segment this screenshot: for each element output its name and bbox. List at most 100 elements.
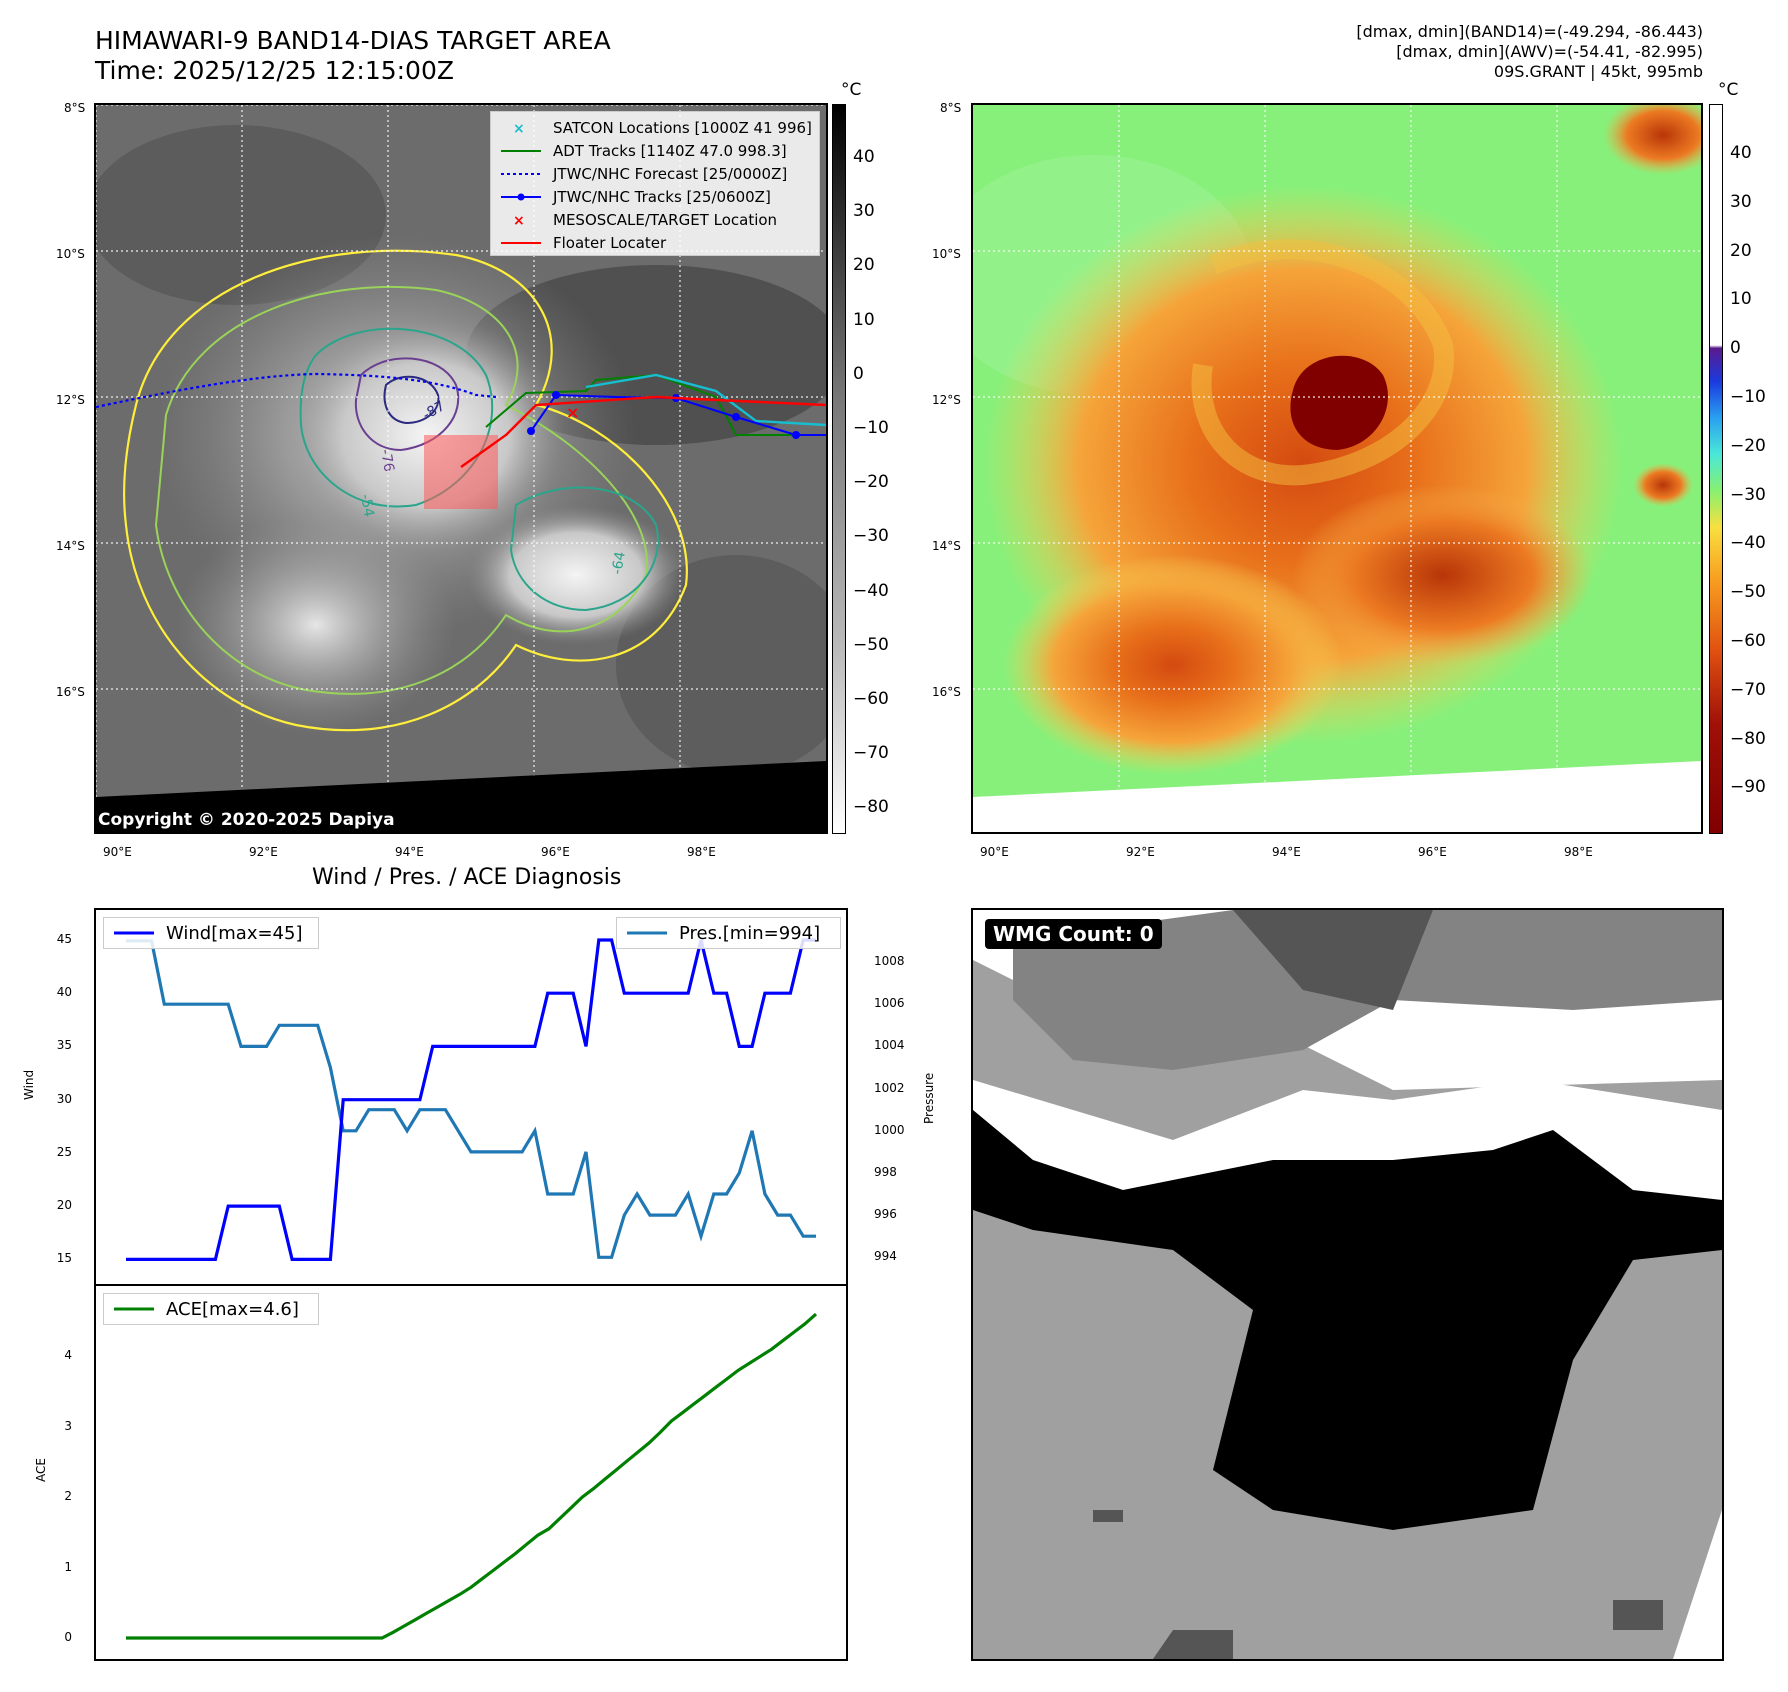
right-colorbar-unit: °C	[1718, 80, 1739, 100]
awv-satellite-map	[971, 103, 1703, 834]
wind-axis-label: Wind	[22, 1069, 36, 1100]
colorbar-tick: 10	[1730, 289, 1752, 310]
copyright-text: Copyright © 2020-2025 Dapiya	[98, 810, 395, 830]
colorbar-tick: 20	[1730, 240, 1752, 261]
axis-tick-label: 45	[56, 931, 72, 946]
wmg-graphic	[973, 910, 1722, 1659]
wmg-panel	[971, 908, 1724, 1661]
axis-tick-label: 4	[64, 1348, 72, 1363]
lon-label: 90°E	[103, 845, 132, 859]
axis-tick-label: 1	[64, 1559, 72, 1574]
ace-legend: ACE[max=4.6]	[103, 1293, 319, 1325]
colorbar-tick: −60	[1730, 631, 1766, 651]
legend-floater: Floater Locater	[501, 233, 667, 252]
axis-tick-label: 20	[56, 1198, 72, 1213]
colorbar-tick: 30	[853, 201, 875, 222]
lat-label: 14°S	[932, 539, 961, 553]
legend-satcon: × SATCON Locations [1000Z 41 996]	[513, 118, 812, 137]
colorbar-tick: 0	[1730, 338, 1741, 359]
colorbar-tick: −30	[853, 526, 889, 547]
svg-text:×: ×	[513, 213, 525, 227]
awv-no-data-strip	[973, 761, 1701, 832]
target-location-marker: ×	[566, 403, 579, 422]
colorbar-tick: 30	[1730, 191, 1752, 212]
axis-tick-label: 1004	[874, 1038, 905, 1053]
colorbar-tick: −40	[1730, 533, 1766, 554]
legend-adt: ADT Tracks [1140Z 47.0 998.3]	[501, 141, 787, 160]
lat-label: 8°S	[940, 101, 962, 115]
axis-tick-label: 40	[56, 985, 72, 1000]
lon-label: 96°E	[541, 845, 570, 859]
colorbar-tick: −10	[853, 418, 889, 438]
colorbar-tick: −50	[1730, 582, 1766, 603]
pressure-axis-label: Pressure	[922, 1072, 936, 1124]
ir-satellite-map: -54 -64 -76 -87	[94, 103, 828, 834]
awv-map-graphic	[973, 105, 1701, 832]
axis-tick-label: 996	[874, 1207, 897, 1222]
lat-label: 16°S	[56, 685, 85, 699]
satcon-track	[585, 373, 826, 427]
contour-label-64: -64	[609, 550, 629, 575]
axis-tick-label: 2	[64, 1489, 72, 1504]
map-timestamp: Time: 2025/12/25 12:15:00Z	[95, 56, 454, 85]
target-area-box	[424, 435, 498, 509]
colorbar-tick: −30	[1730, 484, 1766, 505]
map-title: HIMAWARI-9 BAND14-DIAS TARGET AREA	[95, 26, 611, 55]
colorbar-tick: −70	[853, 743, 889, 764]
colorbar-tick: −90	[1730, 777, 1766, 798]
lon-label: 92°E	[249, 845, 278, 859]
left-colorbar	[832, 104, 846, 834]
svg-text:×: ×	[513, 121, 525, 135]
diagnosis-title: Wind / Pres. / ACE Diagnosis	[312, 865, 622, 890]
right-colorbar	[1709, 104, 1723, 834]
lat-label: 8°S	[64, 101, 86, 115]
awv-map-grid	[973, 105, 1701, 832]
wind-pressure-plot	[126, 938, 816, 1261]
colorbar-tick: 10	[853, 309, 875, 330]
axis-tick-label: 3	[64, 1418, 72, 1433]
storm-core	[1290, 355, 1388, 450]
colorbar-tick: 40	[1730, 143, 1752, 163]
ace-chart	[94, 1284, 848, 1661]
no-data-strip	[96, 761, 826, 832]
axis-tick-label: 30	[56, 1091, 72, 1106]
axis-tick-label: 1006	[874, 996, 905, 1011]
ace-axis-label: ACE	[34, 1458, 48, 1482]
ir-map-graphic: -54 -64 -76 -87	[96, 105, 826, 832]
colorbar-tick: 40	[853, 147, 875, 167]
colorbar-tick: −20	[853, 472, 889, 493]
lon-label: 94°E	[395, 845, 424, 859]
contour-label-76: -76	[377, 448, 397, 473]
colorbar-tick: −50	[853, 634, 889, 655]
axis-tick-label: 15	[56, 1251, 72, 1266]
lon-label: 94°E	[1272, 845, 1301, 859]
lon-label: 90°E	[980, 845, 1009, 859]
colorbar-tick: −60	[853, 689, 889, 709]
legend-forecast: JTWC/NHC Forecast [25/0000Z]	[501, 164, 788, 183]
axis-tick-label: 1008	[874, 953, 905, 968]
colorbar-tick: −20	[1730, 435, 1766, 456]
wind-series-line	[126, 938, 816, 1261]
band14-range-text: [dmax, dmin](BAND14)=(-49.294, -86.443)	[1356, 22, 1703, 41]
legend-target: × MESOSCALE/TARGET Location	[513, 210, 778, 229]
forecast-track	[96, 372, 497, 409]
contour-label-54: -54	[357, 493, 377, 518]
axis-tick-label: 994	[874, 1249, 897, 1264]
lat-label: 10°S	[56, 247, 85, 261]
axis-tick-label: 35	[56, 1038, 72, 1053]
pressure-legend: Pres.[min=994]	[616, 917, 841, 949]
pressure-series-line	[126, 939, 816, 1259]
wmg-count-badge: WMG Count: 0	[985, 919, 1162, 949]
colorbar-tick: −70	[1730, 679, 1766, 700]
wind-pressure-chart	[94, 908, 848, 1286]
lon-label: 98°E	[1564, 845, 1593, 859]
left-colorbar-unit: °C	[841, 80, 862, 100]
awv-range-text: [dmax, dmin](AWV)=(-54.41, -82.995)	[1396, 42, 1703, 61]
ace-series-line	[126, 1312, 818, 1640]
lon-label: 92°E	[1126, 845, 1155, 859]
lat-label: 12°S	[56, 393, 85, 407]
lat-label: 12°S	[932, 393, 961, 407]
wind-legend: Wind[max=45]	[103, 917, 319, 949]
colorbar-tick: −40	[853, 580, 889, 601]
storm-info-text: 09S.GRANT | 45kt, 995mb	[1493, 62, 1703, 81]
